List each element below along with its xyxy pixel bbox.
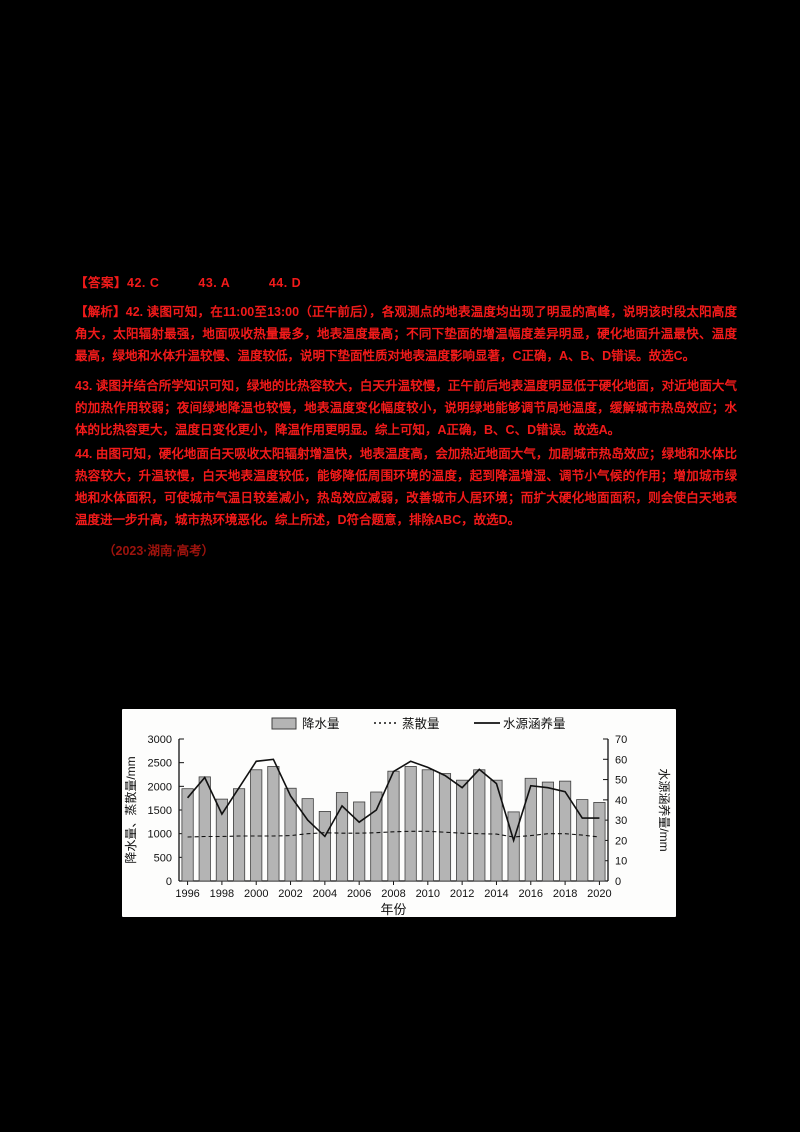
evapotranspiration-line [187, 830, 600, 838]
x-axis-tick-label: 2016 [519, 888, 543, 900]
left-axis-tick-label: 0 [166, 876, 172, 888]
x-axis-tick-label: 2002 [278, 888, 302, 900]
explanation-para-43: 43. 读图并结合所学知识可知，绿地的比热容较大，白天升温较慢，正午前后地表温度… [75, 379, 737, 437]
precipitation-bar [473, 769, 486, 882]
explanation-para-42: 【解析】42. 读图可知，在11:00至13:00（正午前后），各观测点的地表温… [75, 305, 737, 363]
right-axis-tick-label: 50 [615, 775, 627, 787]
x-axis-tick-label: 2012 [450, 888, 474, 900]
right-axis-tick-label: 60 [615, 754, 627, 766]
answers-line: 【答案】42. C 43. A 44. D [75, 276, 302, 290]
precipitation-bar [576, 799, 589, 882]
x-axis-tick-label: 1996 [175, 888, 199, 900]
legend-precipitation-label: 降水量 [302, 717, 340, 731]
precipitation-bar [181, 788, 194, 882]
precipitation-bar [541, 781, 555, 882]
legend-precipitation-swatch [271, 717, 297, 730]
precipitation-bar [198, 776, 211, 882]
left-axis-tick-label: 1500 [148, 805, 172, 817]
precipitation-bar [490, 779, 503, 882]
precipitation-bar [438, 773, 452, 882]
x-axis-tick-label: 2010 [416, 888, 440, 900]
x-axis-tick-label: 1998 [210, 888, 234, 900]
left-axis-tick-label: 1000 [148, 829, 172, 841]
left-axis-tick-label: 2000 [148, 781, 172, 793]
legend-evapotranspiration-label: 蒸散量 [402, 716, 440, 731]
precipitation-bar [301, 798, 314, 882]
precipitation-bar [559, 780, 572, 882]
precipitation-bar [232, 788, 246, 882]
precipitation-bar [507, 811, 520, 882]
x-axis-tick-label: 2004 [313, 888, 337, 900]
precipitation-bar [404, 766, 417, 882]
left-axis-title: 降水量、蒸散量/mm [123, 756, 138, 863]
legend-water-conservation-label: 水源涵养量 [503, 716, 566, 731]
left-axis-tick-label: 2500 [148, 758, 172, 770]
precipitation-bar [250, 769, 263, 882]
answer-key-block: 【答案】42. C 43. A 44. D 【解析】42. 读图可知，在11:0… [75, 272, 737, 562]
precipitation-bar [421, 769, 434, 882]
explanation-para-44: 44. 由图可知，硬化地面白天吸收太阳辐射增温快，地表温度高，会加热近地面大气，… [75, 447, 737, 527]
right-axis-tick-label: 0 [615, 876, 621, 888]
precipitation-bar [335, 792, 349, 882]
x-axis-tick-label: 2008 [381, 888, 405, 900]
precipitation-bar [267, 766, 280, 882]
precipitation-evap-conservation-chart: 0 500 1000 1500 2000 2500 3000 0 10 20 30 40 50 60 70 1… [123, 716, 672, 917]
left-axis-tick-label: 3000 [148, 734, 172, 746]
right-axis-tick-label: 40 [615, 795, 627, 807]
x-axis-tick-label: 2018 [553, 888, 577, 900]
right-axis-tick-label: 70 [615, 734, 627, 746]
x-axis-tick-label: 2000 [244, 888, 268, 900]
water-conservation-line [186, 758, 600, 844]
precipitation-bar [370, 791, 383, 882]
right-axis-tick-label: 30 [615, 815, 627, 827]
precipitation-bar [318, 811, 331, 882]
x-axis-tick-label: 2020 [587, 888, 611, 900]
precipitation-bar [215, 798, 228, 882]
left-axis-tick-label: 500 [154, 852, 172, 864]
precipitation-bar [353, 801, 366, 882]
citation-line: （2023·湖南·高考） [103, 544, 215, 558]
precipitation-bar [593, 802, 606, 882]
x-axis-title: 年份 [380, 902, 406, 917]
chart-panel: 0 500 1000 1500 2000 2500 3000 0 10 20 30 40 50 60 70 1… [122, 709, 676, 917]
precipitation-bar [387, 770, 400, 882]
right-axis-title: 水源涵养量/mm [657, 768, 672, 851]
x-axis-tick-label: 2006 [347, 888, 371, 900]
right-axis-tick-label: 10 [615, 856, 627, 868]
precipitation-bar [524, 777, 537, 882]
right-axis-tick-label: 20 [615, 835, 627, 847]
x-axis-tick-label: 2014 [484, 888, 508, 900]
precipitation-bar [456, 779, 469, 882]
